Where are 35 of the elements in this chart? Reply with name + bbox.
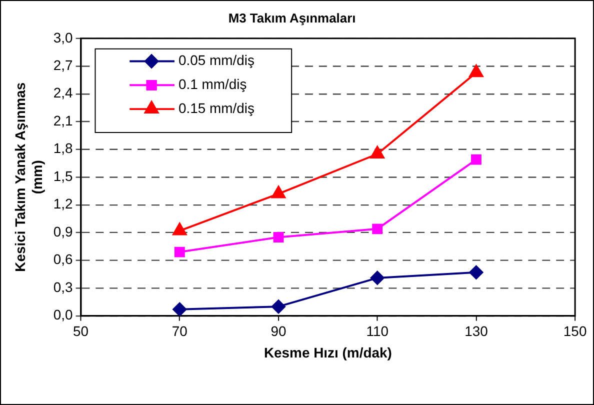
point	[469, 265, 484, 280]
legend-label: 0.05 mm/diş	[178, 52, 254, 68]
x-tick-label: 90	[270, 323, 286, 339]
legend-label: 0.15 mm/diş	[178, 100, 254, 116]
y-tick-label: 1,5	[53, 168, 74, 184]
point	[172, 222, 187, 236]
y-tick-label: 0,3	[53, 278, 74, 295]
point	[370, 146, 384, 158]
y-tick-label: 2,4	[53, 84, 74, 101]
y-tick-label: 0,6	[53, 251, 74, 268]
point	[172, 302, 187, 316]
chart-title: M3 Takım Aşınmaları	[228, 10, 356, 26]
point	[174, 246, 185, 258]
x-tick-label: 50	[73, 323, 89, 339]
y-tick-label: 1,8	[53, 140, 74, 156]
point	[273, 232, 284, 242]
legend-label: 0.1 mm/diş	[178, 76, 247, 92]
y-tick-label: 0,9	[53, 223, 74, 240]
x-tick-label: 130	[464, 323, 488, 339]
point	[470, 154, 482, 165]
y-tick-label: 0,0	[53, 306, 74, 323]
x-axis-title: Kesme Hızı (m/dak)	[264, 344, 392, 361]
x-tick-label: 70	[172, 323, 188, 339]
x-tick-label: 150	[563, 323, 587, 339]
y-tick-label: 3,0	[53, 29, 74, 46]
y-tick-label: 2,1	[53, 112, 74, 128]
x-tick-label: 110	[366, 323, 389, 339]
point	[372, 224, 383, 234]
point	[271, 186, 286, 198]
point	[272, 300, 286, 314]
y-tick-label: 2,7	[53, 57, 74, 73]
y-tick-label: 1,2	[53, 196, 74, 212]
point	[370, 270, 384, 285]
y-axis-title: Kesici Takım Yanak Aşınmas (mm)	[12, 82, 45, 272]
point	[469, 64, 484, 78]
